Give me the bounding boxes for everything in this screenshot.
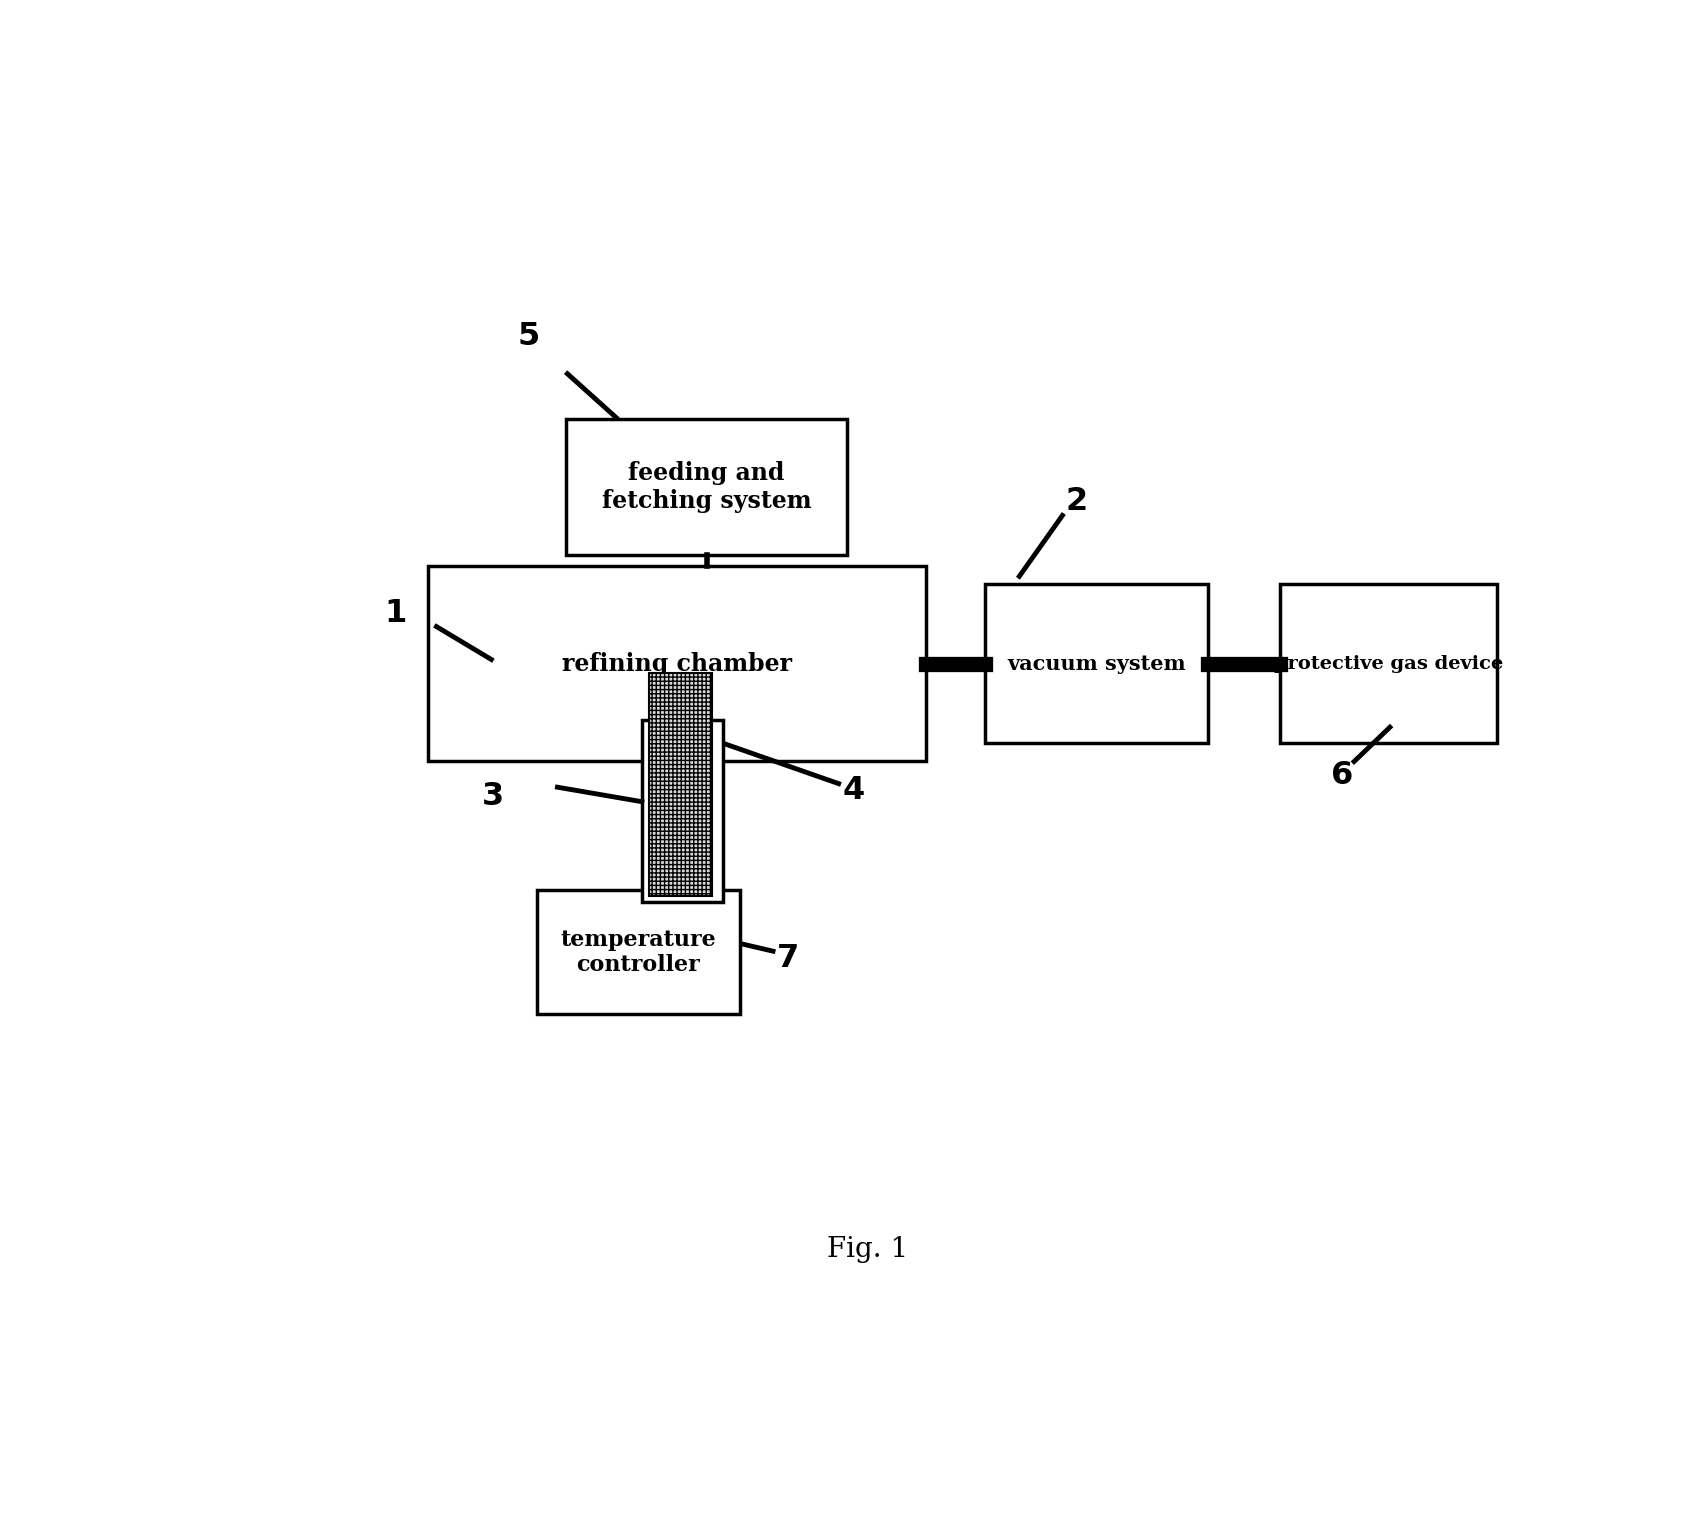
Bar [565,419,848,555]
Text: temperature
controller: temperature controller [560,929,716,976]
Text: 5: 5 [518,321,540,352]
Bar [428,566,926,760]
Text: refining chamber: refining chamber [562,652,792,676]
Text: Fig. 1: Fig. 1 [826,1236,909,1264]
Bar [650,673,712,897]
Text: vacuum system: vacuum system [1007,653,1186,673]
Bar [536,890,739,1014]
Bar [641,719,722,903]
Text: 4: 4 [843,774,865,806]
Text: 1: 1 [384,598,406,629]
Text: protective gas device: protective gas device [1274,655,1502,673]
Text: 7: 7 [777,944,800,975]
Bar [1281,584,1496,744]
Text: 3: 3 [482,780,504,812]
Bar [985,584,1208,744]
Text: 2: 2 [1066,487,1088,517]
Text: 6: 6 [1330,759,1354,791]
Text: feeding and
fetching system: feeding and fetching system [602,461,812,513]
